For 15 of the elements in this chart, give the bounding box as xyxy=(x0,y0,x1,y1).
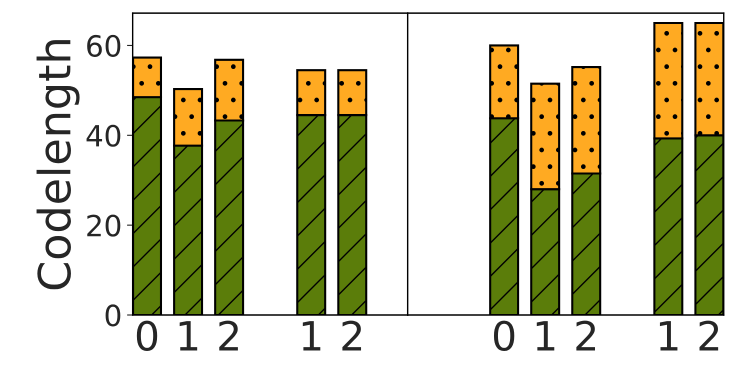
x-tick-label: 0 xyxy=(494,320,514,352)
y-tick-label: 60 xyxy=(87,34,120,57)
x-tick-label: 1 xyxy=(302,321,320,350)
x-tick-label: 2 xyxy=(219,320,238,350)
x-tick-label: 1 xyxy=(536,321,554,350)
x-tick-label: 2 xyxy=(700,320,718,350)
x-tick-label: 1 xyxy=(660,321,678,350)
x-tick-label: 0 xyxy=(136,320,158,352)
x-tick-label: 2 xyxy=(576,320,596,350)
y-tick-label: 0 xyxy=(106,304,120,326)
y-tick-label: 40 xyxy=(86,124,120,147)
y-axis-title: Codelength xyxy=(36,40,80,290)
x-tick-label: 2 xyxy=(342,320,362,350)
y-tick-label: 20 xyxy=(87,214,120,237)
x-tick-label: 1 xyxy=(180,321,198,350)
